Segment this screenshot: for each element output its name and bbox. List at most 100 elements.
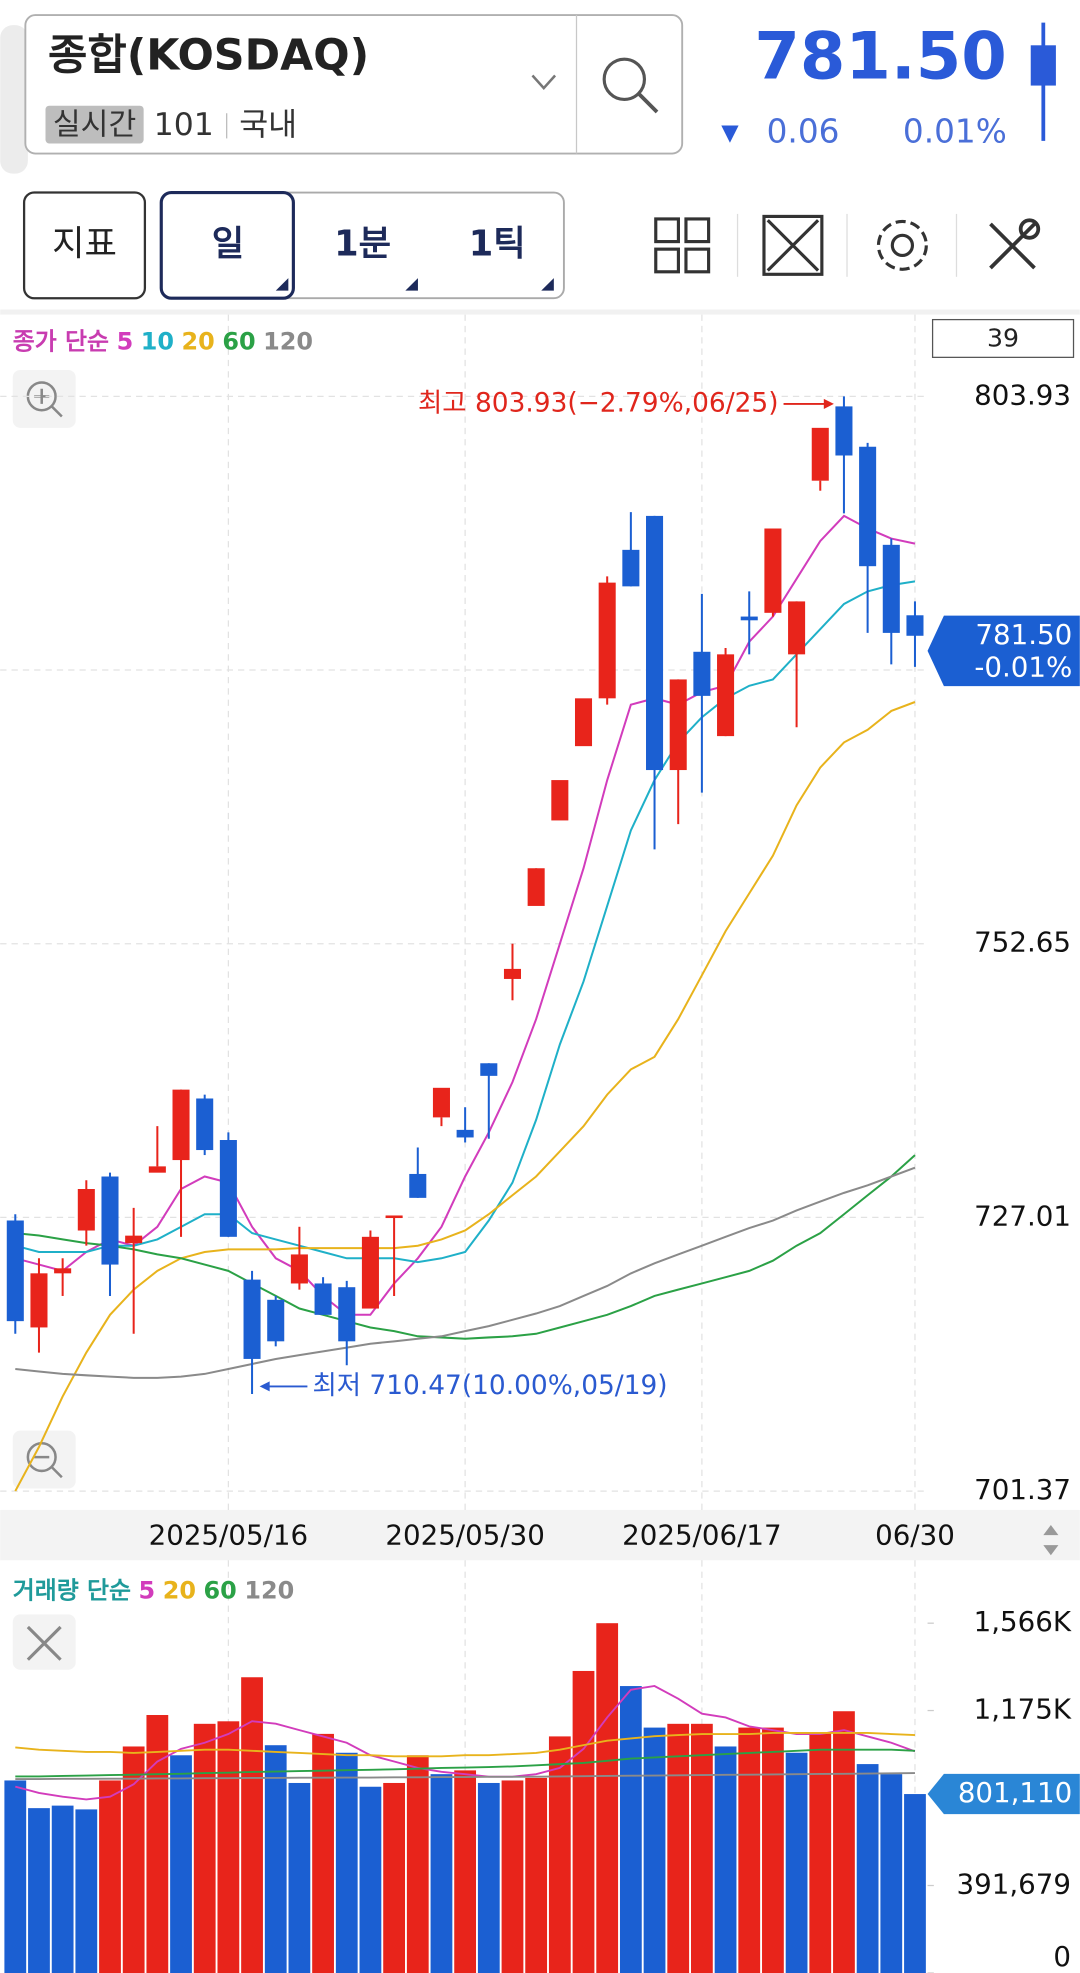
volume-bar <box>4 1780 27 1973</box>
candle-body <box>551 780 569 821</box>
note-arrow <box>259 1381 270 1392</box>
volume-bar <box>383 1782 405 1973</box>
zoom-in[interactable] <box>12 369 76 428</box>
candle-body <box>811 427 829 481</box>
volume-bar <box>738 1727 761 1973</box>
volume-tag <box>927 1773 1080 1815</box>
volume-bar <box>809 1732 832 1973</box>
ma-line <box>15 1685 916 1801</box>
scroll-arrows[interactable] <box>1043 1525 1059 1556</box>
change-pct: 0.01% <box>903 112 1007 150</box>
button-label: 일 <box>212 223 244 264</box>
market: 국내 <box>239 107 297 143</box>
volume-bar <box>785 1752 808 1973</box>
legend-entry: 10 <box>141 327 174 355</box>
candle-body <box>267 1299 285 1342</box>
candle-body <box>77 1189 95 1231</box>
volume-bar <box>146 1715 169 1973</box>
volume-bar <box>170 1755 192 1973</box>
candle-body <box>906 615 924 636</box>
y-tick-label: 727.01 <box>974 1199 1071 1232</box>
button-label[interactable]: 1틱 <box>469 223 526 264</box>
candle-body <box>243 1279 261 1359</box>
legend-entry: 5 <box>117 327 134 355</box>
candle-body <box>764 528 782 613</box>
legend-entry: 5 <box>139 1577 156 1605</box>
volume-bar <box>572 1670 595 1973</box>
search-icon <box>638 93 659 114</box>
candle-body <box>859 446 877 567</box>
period-button[interactable] <box>159 190 295 300</box>
candle-body <box>882 544 900 633</box>
volume-bar <box>430 1774 453 1973</box>
price-tag-label: 781.50 <box>975 618 1072 651</box>
y-tick-label: 701.37 <box>974 1473 1071 1506</box>
legend-entry: 20 <box>163 1577 196 1605</box>
legend-entry: 60 <box>222 327 255 355</box>
symbol-box[interactable] <box>24 14 684 155</box>
candle-body <box>835 406 853 456</box>
tools-icon[interactable] <box>989 218 1041 270</box>
ma-line <box>15 1154 916 1340</box>
badge-bg <box>45 105 144 144</box>
ma-line <box>15 1731 916 1758</box>
legend: 종가 단순 5 10 20 60 120 <box>13 327 313 355</box>
ma-line <box>15 1748 916 1778</box>
ma-line <box>15 1772 915 1781</box>
candle-body <box>480 1063 498 1076</box>
side-tab[interactable] <box>0 25 28 174</box>
candle-body <box>409 1173 427 1198</box>
candle-body <box>385 1215 403 1219</box>
volume-bar <box>880 1774 903 1973</box>
candle-body <box>456 1129 474 1138</box>
button-label: 지표 <box>52 223 117 264</box>
volume-bar <box>288 1782 311 1973</box>
y-tick-label: 0 <box>1053 1940 1071 1973</box>
volume-bar <box>454 1770 477 1973</box>
code: 101 <box>154 107 214 143</box>
candle-body <box>598 582 616 699</box>
expand-icon[interactable] <box>762 214 824 276</box>
candle-body <box>622 549 640 587</box>
candle-body <box>527 868 545 906</box>
low-note: 최저 710.47(10.00%,05/19) <box>312 1370 667 1401</box>
volume-bar <box>99 1780 121 1973</box>
candle-body <box>693 651 711 696</box>
candle-body <box>148 1166 166 1173</box>
ma-line <box>15 514 916 1316</box>
volume-bar <box>619 1686 642 1973</box>
candle-body <box>646 515 664 771</box>
settings-icon[interactable] <box>876 219 928 271</box>
legend-title: 거래량 단순 <box>13 1577 131 1605</box>
volume-bar <box>690 1723 713 1973</box>
volume-bar <box>833 1711 855 1973</box>
volume-bar <box>596 1623 619 1973</box>
count-value: 39 <box>987 324 1019 353</box>
indicator-button[interactable] <box>22 191 147 300</box>
volume-bar <box>762 1727 784 1973</box>
current-price: 781.50 <box>754 18 1006 94</box>
y-tick-label: 752.65 <box>974 926 1071 959</box>
count-box[interactable] <box>931 318 1075 358</box>
dropdown-icon[interactable] <box>531 74 557 90</box>
layout-icon[interactable] <box>654 217 711 274</box>
candle-body <box>196 1098 214 1151</box>
volume-tag-label: 801,110 <box>958 1776 1072 1809</box>
volume-bar <box>548 1736 571 1973</box>
volume-bar <box>335 1752 358 1973</box>
volume-bar <box>312 1733 334 1973</box>
badge: 실시간 <box>53 107 136 142</box>
search-icon[interactable] <box>602 57 647 101</box>
candle-body <box>172 1089 190 1161</box>
candle-body <box>740 616 758 621</box>
legend-entry: 60 <box>204 1577 237 1605</box>
button-label[interactable]: 1분 <box>334 223 391 264</box>
legend-entry: 120 <box>263 327 313 355</box>
change: 0.06 <box>767 112 840 150</box>
price-icon <box>1030 45 1056 86</box>
volume-bar <box>51 1805 74 1973</box>
volume-bar <box>525 1777 548 1973</box>
x-tick-label: 06/30 <box>875 1518 955 1551</box>
